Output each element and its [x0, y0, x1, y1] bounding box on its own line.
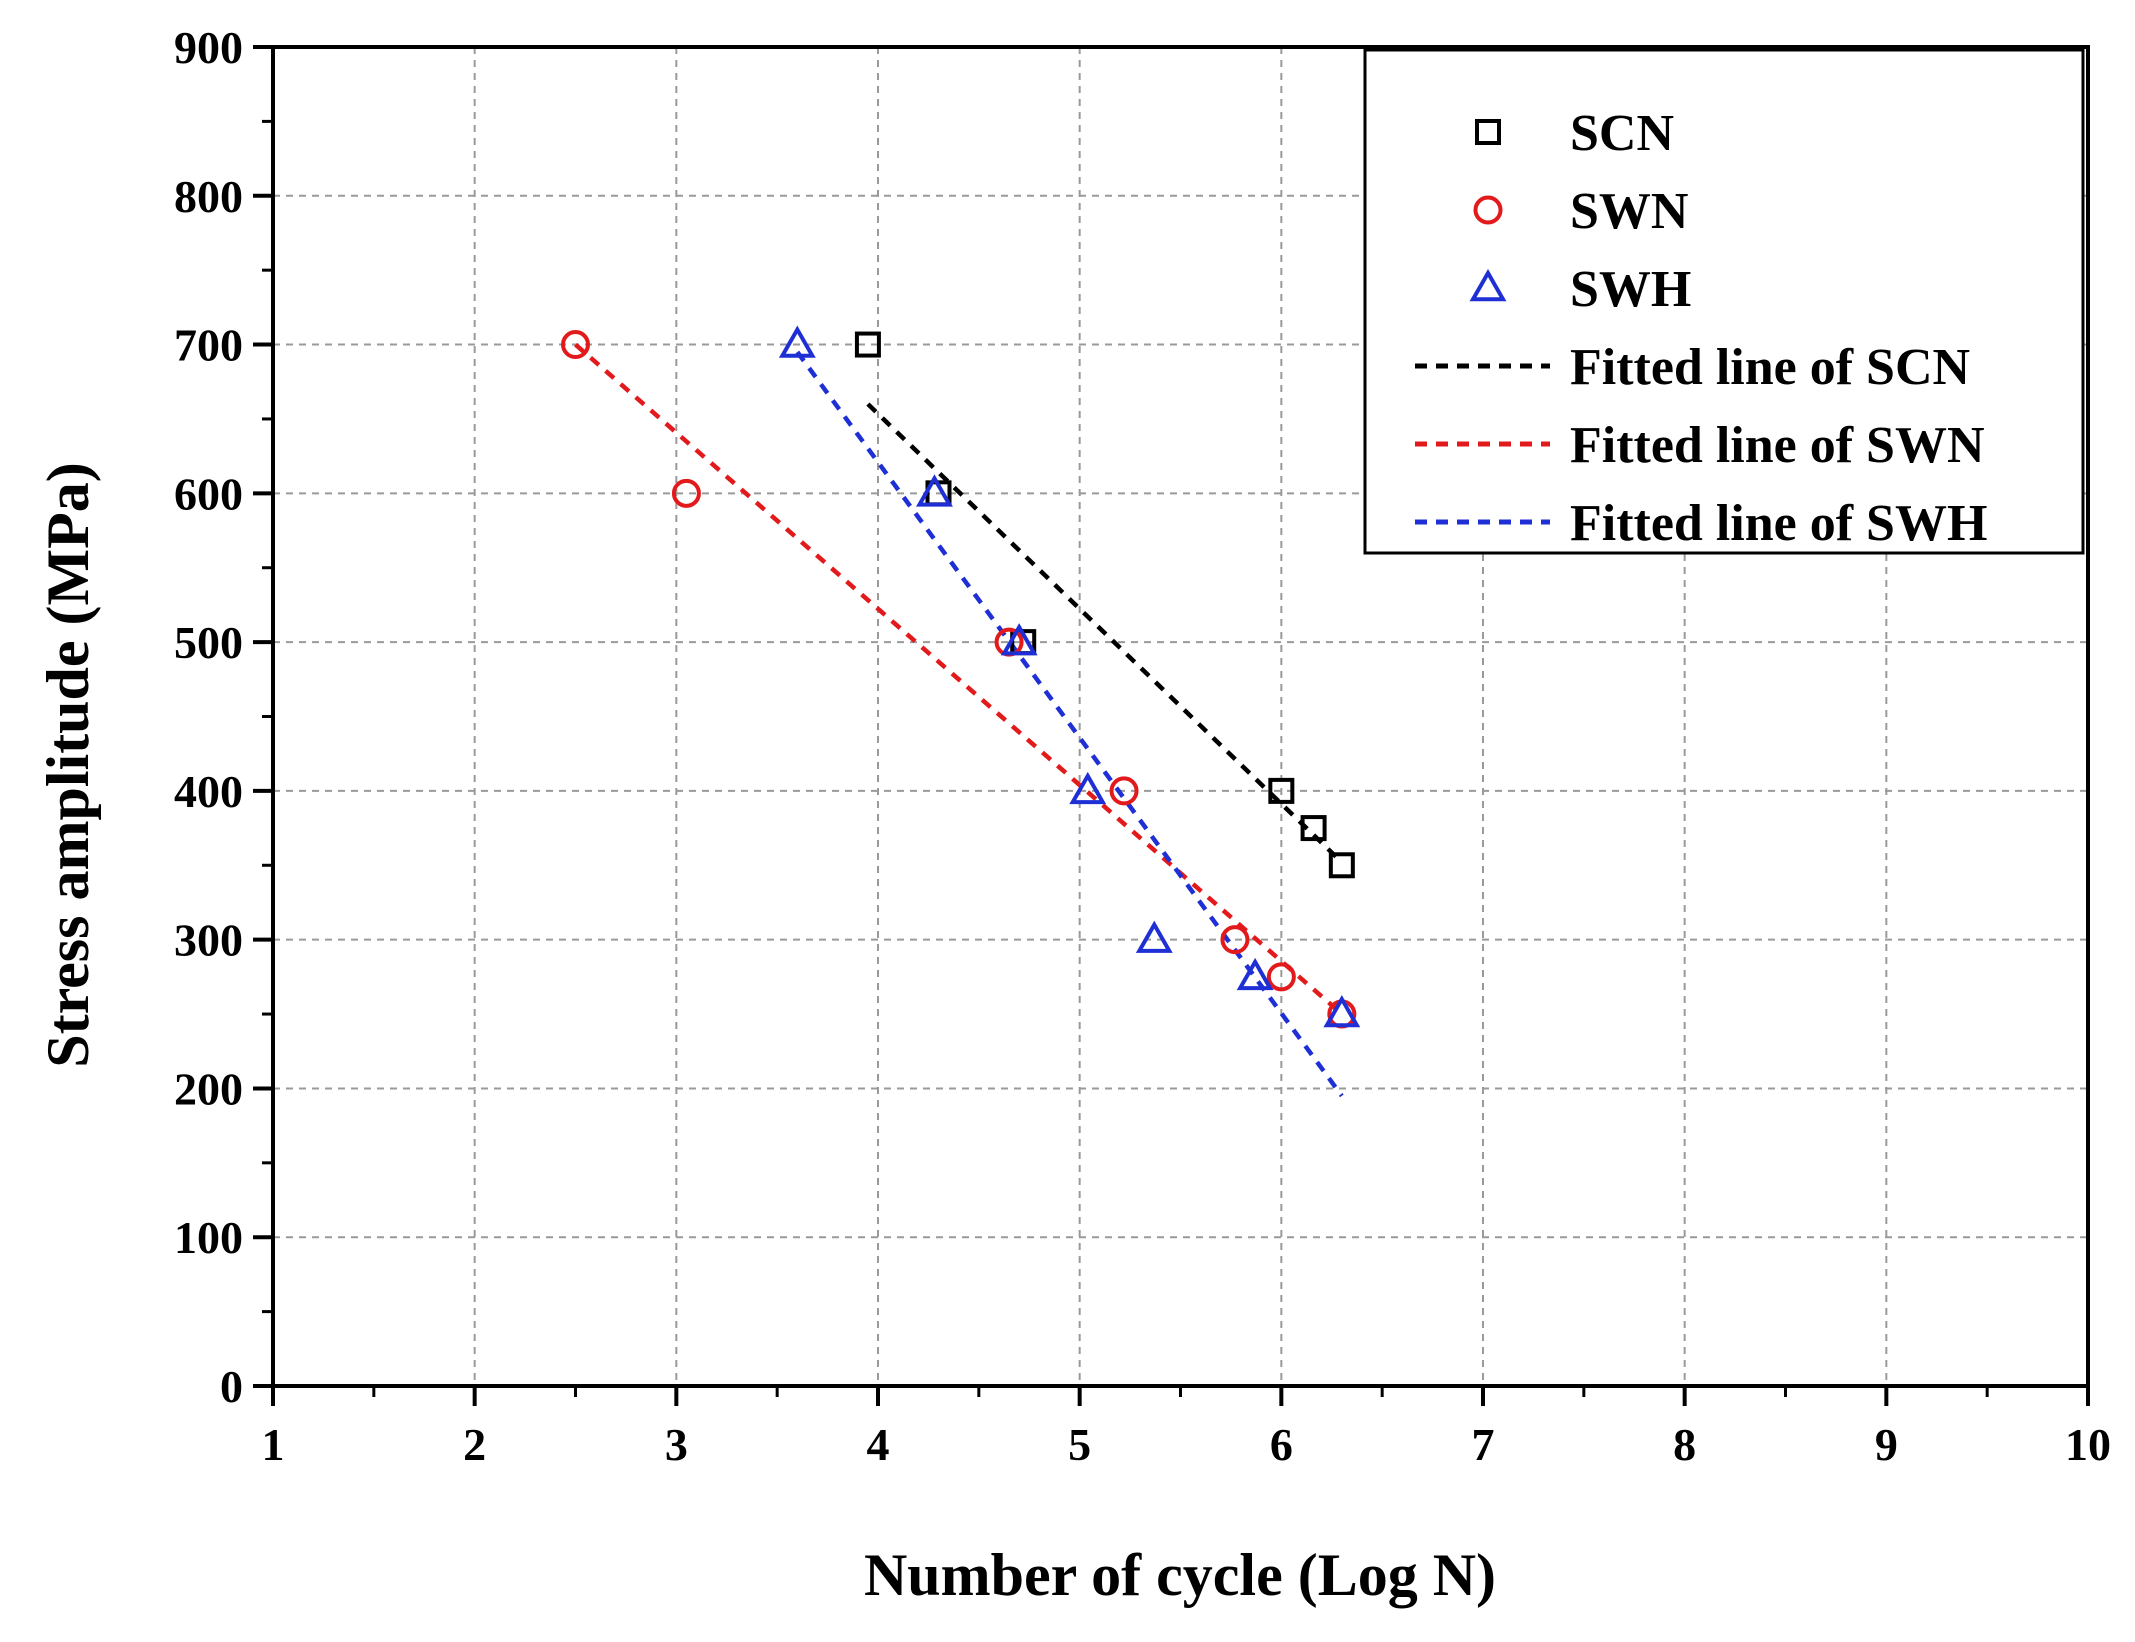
legend-label: Fitted line of SCN [1570, 339, 1970, 396]
data-point-swh [1000, 623, 1038, 656]
y-tick-label: 300 [174, 915, 243, 966]
y-tick-label: 800 [174, 171, 243, 222]
data-point-scn [1328, 852, 1355, 879]
y-tick-label: 400 [174, 766, 243, 817]
y-tick-label: 600 [174, 468, 243, 519]
legend-label: Fitted line of SWH [1570, 495, 1987, 552]
data-point-scn [1300, 815, 1327, 842]
data-point-swh [1069, 771, 1107, 805]
markers-layer [561, 325, 1361, 1029]
legend-marker-swn [1473, 195, 1503, 225]
fitted-line [574, 342, 1344, 1016]
legend: SCN SWN SWH Fitted line of SCN Fitted line o… [1363, 48, 2085, 555]
data-point-swh [1135, 920, 1173, 953]
data-point-swn [1266, 962, 1296, 992]
x-tick-label: 6 [1270, 1419, 1293, 1470]
x-tick-label: 3 [665, 1419, 688, 1470]
data-point-swh [1323, 995, 1361, 1028]
legend-label: Fitted line of SWN [1570, 417, 1985, 474]
x-tick-label: 5 [1068, 1419, 1091, 1470]
y-tick-label: 500 [174, 617, 243, 668]
legend-marker-scn [1475, 119, 1501, 145]
y-tick-label: 900 [174, 22, 243, 73]
x-tick-label: 7 [1472, 1419, 1495, 1470]
y-tick-label: 700 [174, 320, 243, 371]
data-point-scn [854, 331, 881, 358]
data-point-swn [671, 478, 701, 508]
data-point-swh [778, 325, 816, 358]
y-tick-label: 0 [220, 1361, 243, 1412]
x-tick-label: 9 [1875, 1419, 1898, 1470]
x-tick-label: 4 [867, 1419, 890, 1470]
legend-marker-swh [1469, 268, 1507, 302]
data-point-swn [1109, 776, 1139, 806]
x-tick-label: 10 [2065, 1419, 2111, 1470]
data-point-scn [1268, 777, 1295, 804]
legend-label: SWH [1570, 261, 1691, 318]
data-point-swh [916, 474, 953, 507]
data-point-swn [1220, 925, 1250, 955]
legend-box [1363, 48, 2085, 555]
x-tick-label: 8 [1673, 1419, 1696, 1470]
y-tick-label: 100 [174, 1212, 243, 1263]
x-tick-label: 2 [463, 1419, 486, 1470]
y-axis-title: Stress amplitude (MPa) [35, 462, 101, 1068]
x-tick-label: 1 [262, 1419, 285, 1470]
legend-label: SCN [1570, 105, 1674, 162]
y-tick-label: 200 [174, 1063, 243, 1114]
data-point-swh [1236, 957, 1274, 991]
x-axis-title: Number of cycle (Log N) [864, 1542, 1496, 1608]
legend-label: SWN [1570, 183, 1688, 240]
data-point-swn [561, 330, 590, 360]
